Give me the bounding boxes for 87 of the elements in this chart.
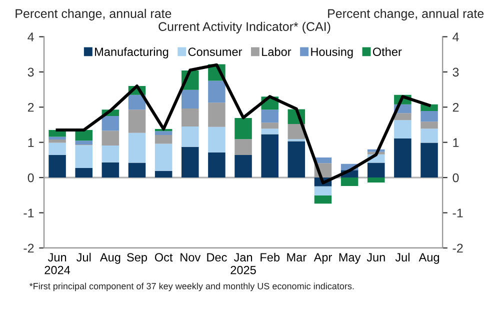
legend-label: Labor (262, 47, 292, 56)
bar (340, 178, 358, 186)
bar (394, 120, 412, 138)
bar (154, 134, 172, 144)
bar (128, 132, 146, 163)
bar (182, 108, 199, 127)
bar (48, 155, 66, 178)
x-tick-label: Sep (127, 253, 148, 264)
bar (154, 131, 172, 135)
bar (102, 146, 120, 162)
bar (314, 196, 332, 204)
bar (182, 126, 199, 147)
bar (234, 139, 252, 156)
bar (48, 136, 66, 140)
legend-label: Manufacturing (95, 47, 168, 58)
y2-tick-label: 0 (452, 173, 459, 182)
bar (394, 113, 412, 120)
bar (288, 141, 306, 178)
bar (182, 146, 199, 178)
y-tick-label: -2 (24, 244, 34, 253)
x-tick-label: Jul (395, 252, 410, 262)
legend-label: Housing (311, 47, 353, 58)
y2-tick-label: -1 (452, 208, 463, 218)
bar (261, 128, 278, 134)
bar (420, 111, 438, 122)
x-tick-label: Mar (287, 253, 306, 262)
y-tick-label: 3 (28, 68, 34, 77)
bar (420, 128, 438, 143)
y2-axis-title: Percent change, annual rate (328, 8, 484, 20)
x-tick-label: Apr (314, 253, 332, 264)
x-tick-label: May (339, 253, 361, 264)
bar (420, 142, 438, 178)
x-tick-label: Oct (154, 253, 173, 262)
x-tick-label: Nov (180, 253, 201, 262)
bar (154, 144, 172, 171)
bar (102, 116, 120, 131)
bar (367, 162, 385, 178)
bar (367, 178, 385, 182)
bar (394, 138, 412, 178)
x-tick-label: Jan 2025 (230, 253, 256, 274)
text: *First principal component of 37 key weekly and monthly US economic indicators. (29, 282, 354, 292)
x-tick-label: Aug (100, 253, 120, 264)
x-tick-label: Feb (260, 252, 280, 262)
legend-label: Other (372, 47, 402, 56)
bar (75, 140, 92, 144)
bar (234, 155, 252, 178)
y-tick-label: 1 (28, 138, 34, 147)
y-tick-label: -1 (24, 208, 34, 218)
bar (208, 152, 226, 178)
bar (314, 186, 332, 196)
bar (75, 130, 92, 141)
bar (75, 145, 92, 168)
y2-tick-label: 4 (452, 32, 459, 42)
chart-title: Current Activity Indicator* (CAI) (158, 22, 330, 34)
bar (182, 90, 199, 109)
y2-tick-label: 1 (453, 138, 459, 147)
bar (128, 94, 146, 110)
y-tick-label: 0 (28, 173, 34, 182)
bar (261, 110, 278, 123)
bar (261, 134, 278, 178)
bar (420, 122, 438, 129)
x-tick-label: Dec (207, 253, 227, 262)
x-tick-label: Jun 2024 (44, 253, 70, 274)
y2-tick-label: -2 (452, 244, 463, 253)
x-tick-label: Jul (76, 252, 91, 262)
y2-tick-label: 2 (452, 102, 459, 112)
bar (48, 142, 66, 156)
bar (128, 162, 146, 178)
bar (261, 122, 278, 129)
bar (208, 102, 226, 127)
y-axis-title: Percent change, annual rate (16, 8, 172, 20)
bar (128, 110, 146, 133)
bar (48, 140, 66, 143)
x-tick-label: Jun (366, 253, 385, 262)
x-tick-label: Aug (418, 253, 440, 264)
bar (75, 168, 92, 178)
legend-label: Consumer (188, 48, 242, 56)
y-tick-label: 2 (28, 102, 34, 112)
bar (234, 118, 252, 140)
bar (208, 80, 226, 103)
bar (102, 162, 120, 178)
line-series (56, 63, 431, 184)
bar (154, 170, 172, 178)
y2-tick-label: 3 (452, 68, 459, 77)
bar (208, 126, 226, 153)
bar (102, 130, 120, 146)
y-tick-label: 4 (28, 32, 34, 42)
